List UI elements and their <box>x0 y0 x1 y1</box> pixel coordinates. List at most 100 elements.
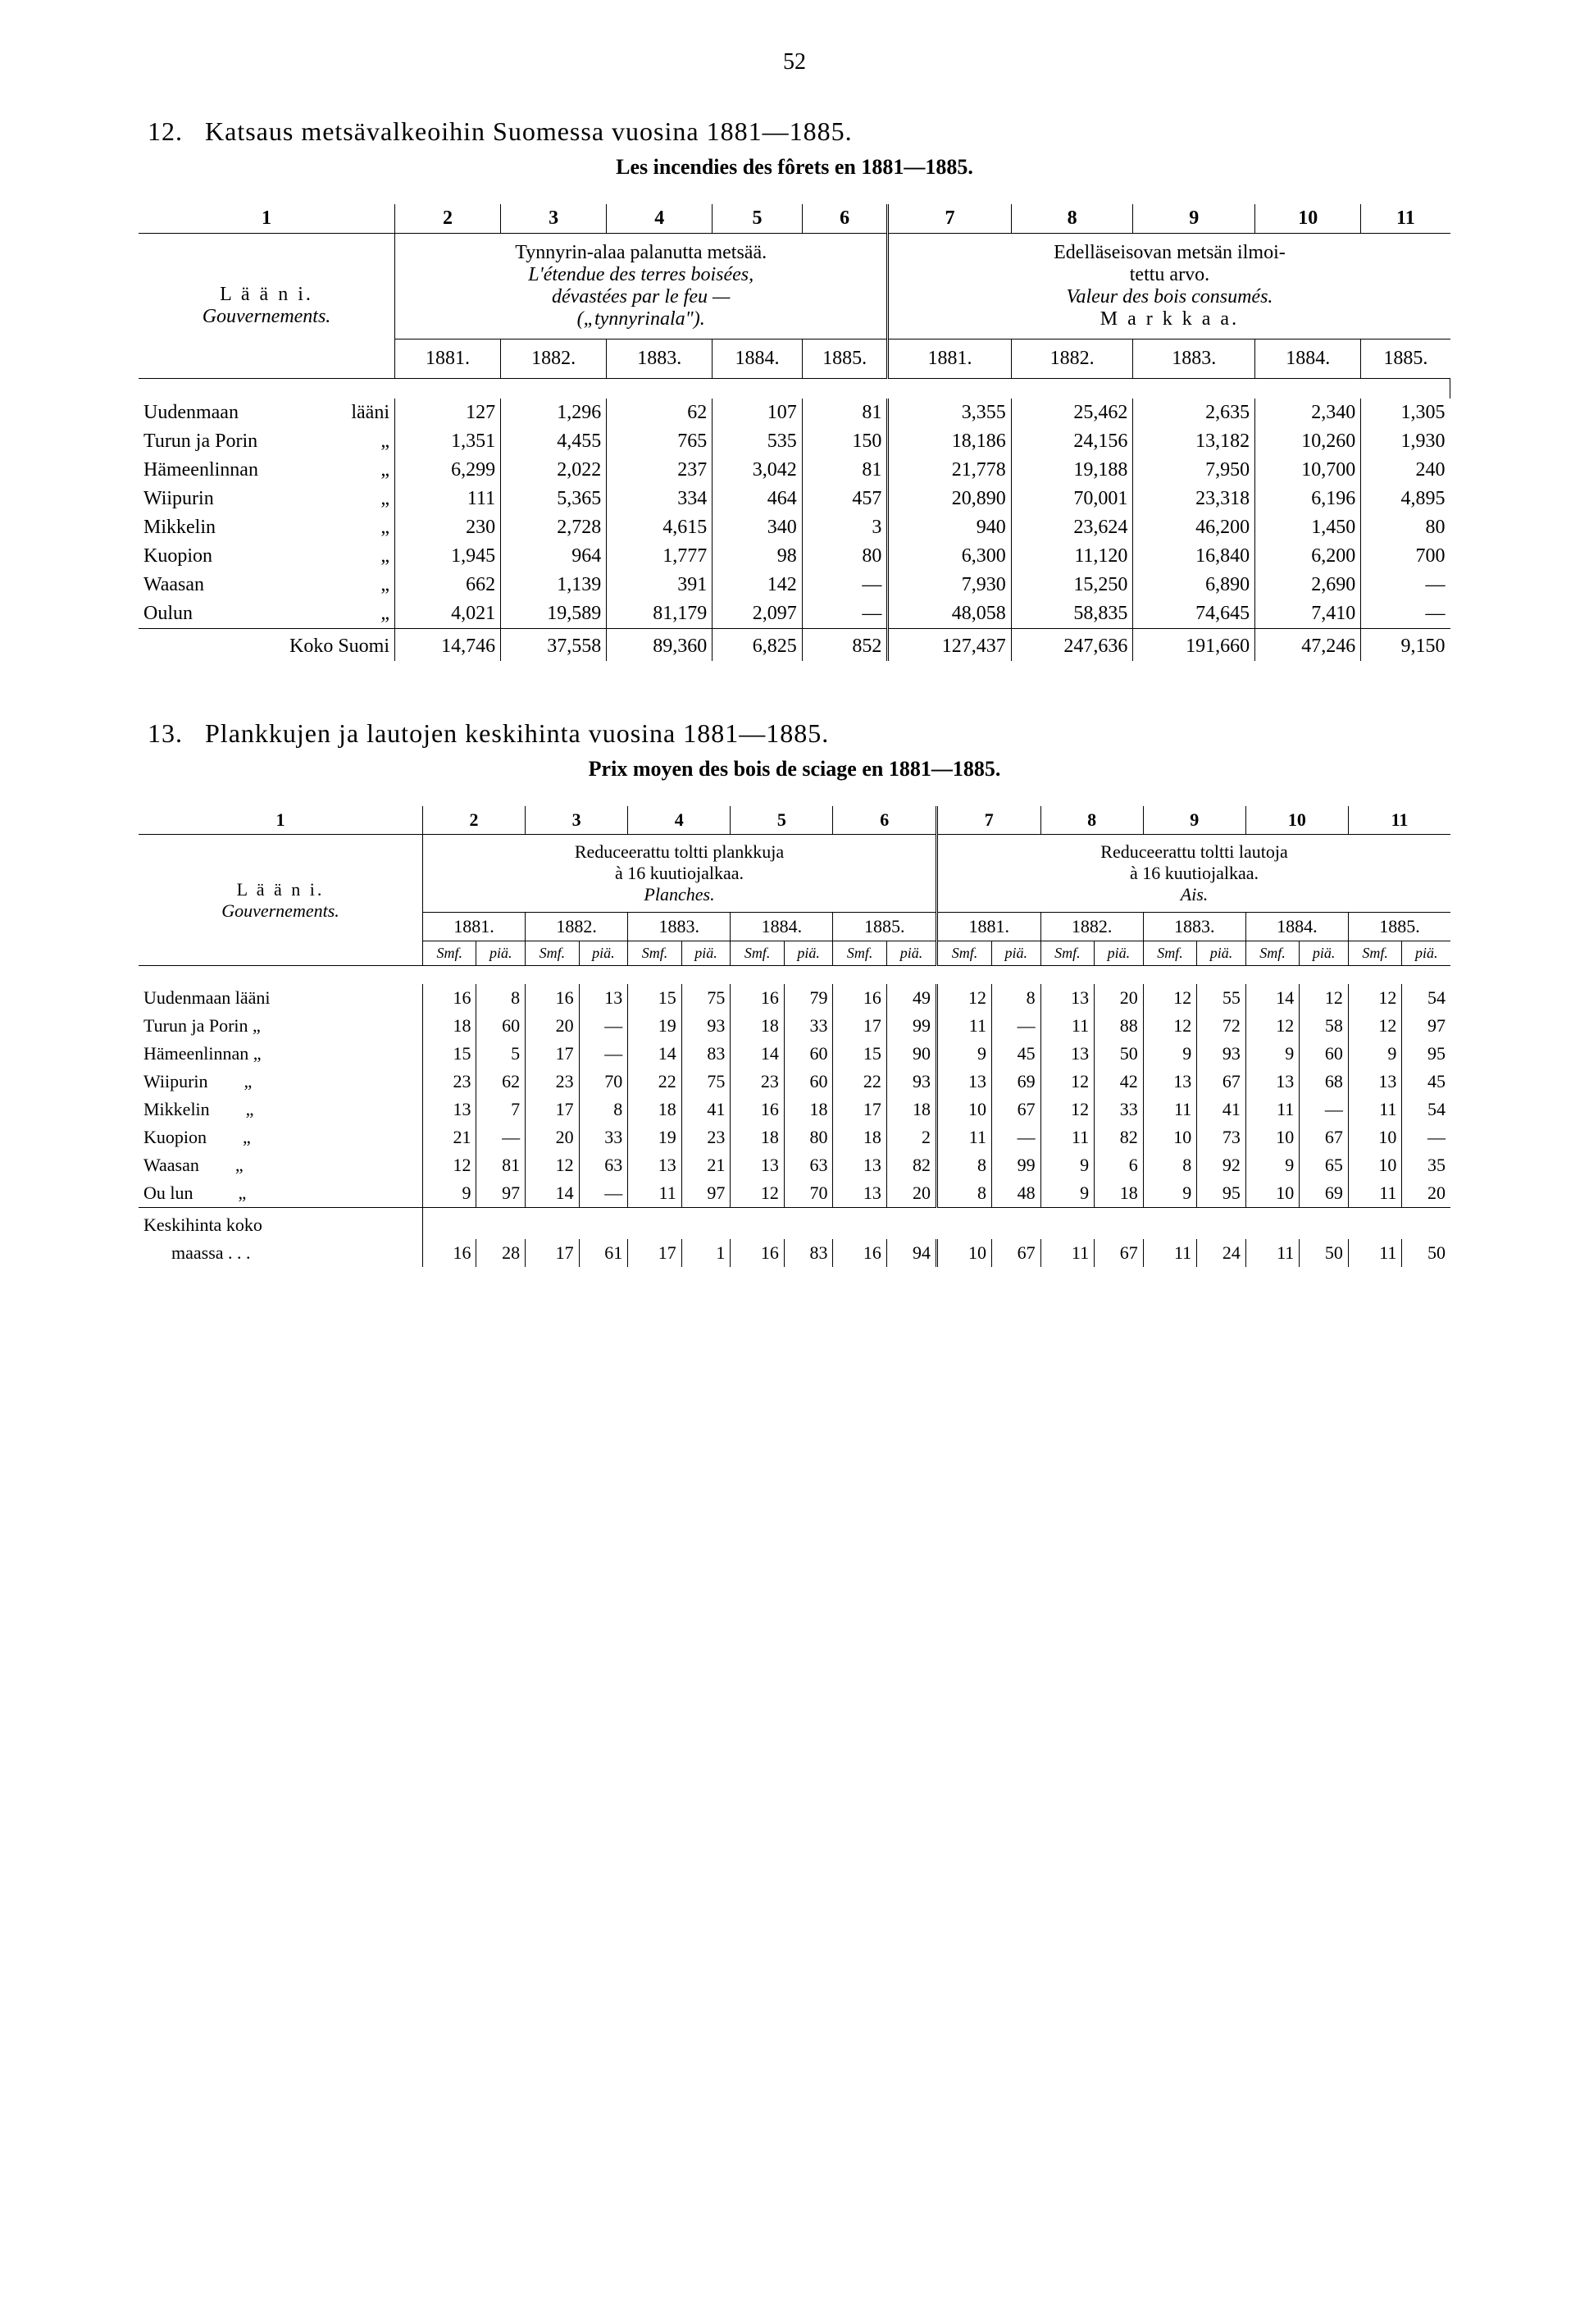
t12-group1-fi: Tynnyrin-alaa palanutta metsää. <box>398 242 883 264</box>
data-cell: 13 <box>579 984 628 1012</box>
unit-header-b: piä. <box>681 941 731 966</box>
data-cell: 75 <box>681 984 731 1012</box>
data-cell: 1,777 <box>607 542 713 571</box>
unit-header-a: Smf. <box>1245 941 1299 966</box>
data-cell: 88 <box>1095 1012 1144 1040</box>
t12-colnum: 4 <box>607 204 713 234</box>
data-cell: 82 <box>886 1151 936 1179</box>
data-cell: — <box>1361 571 1450 599</box>
data-cell: 4,021 <box>395 599 501 629</box>
data-cell: 12 <box>1143 1012 1196 1040</box>
data-cell: 18 <box>833 1123 886 1151</box>
data-cell: 11 <box>1040 1012 1094 1040</box>
table-row: Hämeenlinnan„6,2992,0222373,0428121,7781… <box>139 456 1450 485</box>
section-13-title: 13. Plankkujen ja lautojen keskihinta vu… <box>148 718 1523 749</box>
data-cell: 12 <box>1245 1012 1299 1040</box>
data-cell: 60 <box>476 1012 526 1040</box>
t13-total-cell: 1 <box>681 1239 731 1267</box>
t13-total-label-1: Keskihinta koko <box>139 1208 423 1240</box>
data-cell: 8 <box>476 984 526 1012</box>
data-cell: 33 <box>784 1012 833 1040</box>
data-cell: 12 <box>1348 1012 1401 1040</box>
data-cell: 13 <box>1040 984 1094 1012</box>
unit-header-a: Smf. <box>526 941 579 966</box>
row-label: Waasan„ <box>139 571 395 599</box>
data-cell: 35 <box>1402 1151 1450 1179</box>
data-cell: 230 <box>395 513 501 542</box>
data-cell: 25,462 <box>1011 399 1133 427</box>
t12-group2-header: Edelläseisovan metsän ilmoi- tettu arvo.… <box>888 234 1450 339</box>
data-cell: 13 <box>1040 1040 1094 1068</box>
data-cell: 10,260 <box>1255 427 1361 456</box>
data-cell: 79 <box>784 984 833 1012</box>
data-cell: 3,042 <box>713 456 802 485</box>
data-cell: 10 <box>1245 1123 1299 1151</box>
data-cell: 2,690 <box>1255 571 1361 599</box>
data-cell: 82 <box>1095 1123 1144 1151</box>
data-cell: — <box>579 1040 628 1068</box>
data-cell: 6 <box>1095 1151 1144 1179</box>
row-label: Turun ja Porin„ <box>139 427 395 456</box>
table-row: Mikkelin „137178184116181718106712331141… <box>139 1096 1450 1123</box>
data-cell: 54 <box>1402 1096 1450 1123</box>
t12-group2-fr: Valeur des bois consumés. <box>892 286 1446 308</box>
data-cell: 1,450 <box>1255 513 1361 542</box>
data-cell: 3,355 <box>888 399 1011 427</box>
t12-total-row: Koko Suomi 14,746 37,558 89,360 6,825 85… <box>139 629 1450 662</box>
data-cell: 8 <box>937 1179 992 1208</box>
data-cell: 69 <box>1300 1179 1349 1208</box>
table-13: 1 2 3 4 5 6 7 8 9 10 11 L ä ä n i. Gouve… <box>139 806 1450 1267</box>
t12-year: 1885. <box>1361 339 1450 379</box>
t13-total-cell: 16 <box>833 1239 886 1267</box>
t12-colnum: 10 <box>1255 204 1361 234</box>
data-cell: 80 <box>802 542 888 571</box>
t13-year: 1883. <box>1143 913 1245 941</box>
data-cell: 6,890 <box>1133 571 1255 599</box>
data-cell: 65 <box>1300 1151 1349 1179</box>
data-cell: 1,305 <box>1361 399 1450 427</box>
data-cell: 2,728 <box>501 513 607 542</box>
data-cell: 63 <box>579 1151 628 1179</box>
data-cell: 23 <box>526 1068 579 1096</box>
data-cell: 70 <box>784 1179 833 1208</box>
data-cell: 58 <box>1300 1012 1349 1040</box>
t12-row-header: L ä ä n i. Gouvernements. <box>139 234 395 379</box>
data-cell: 1,296 <box>501 399 607 427</box>
data-cell: 13 <box>1245 1068 1299 1096</box>
data-cell: 50 <box>1095 1040 1144 1068</box>
data-cell: 12 <box>1040 1096 1094 1123</box>
data-cell: 111 <box>395 485 501 513</box>
data-cell: 13 <box>1348 1068 1401 1096</box>
data-cell: 7 <box>476 1096 526 1123</box>
data-cell: 4,615 <box>607 513 713 542</box>
data-cell: 1,139 <box>501 571 607 599</box>
row-label: Waasan „ <box>139 1151 423 1179</box>
data-cell: 7,930 <box>888 571 1011 599</box>
t12-row-header-fi: L ä ä n i. <box>142 284 391 306</box>
data-cell: 11 <box>1143 1096 1196 1123</box>
table-row: Waasan„6621,139391142—7,93015,2506,8902,… <box>139 571 1450 599</box>
data-cell: 68 <box>1300 1068 1349 1096</box>
t12-colnum: 3 <box>501 204 607 234</box>
data-cell: — <box>1361 599 1450 629</box>
table-row: Kuopion„1,9459641,77798806,30011,12016,8… <box>139 542 1450 571</box>
data-cell: 16 <box>423 984 476 1012</box>
data-cell: 62 <box>607 399 713 427</box>
data-cell: 1,351 <box>395 427 501 456</box>
data-cell: 62 <box>476 1068 526 1096</box>
t13-year: 1884. <box>1245 913 1348 941</box>
data-cell: 457 <box>802 485 888 513</box>
t13-colnum: 4 <box>628 806 731 835</box>
t12-colnum-1: 1 <box>139 204 395 234</box>
t13-colnum: 3 <box>526 806 628 835</box>
unit-header-b: piä. <box>991 941 1040 966</box>
data-cell: 11 <box>1348 1179 1401 1208</box>
table-row: Uudenmaanlääni1271,29662107813,35525,462… <box>139 399 1450 427</box>
data-cell: 12 <box>1348 984 1401 1012</box>
unit-header-b: piä. <box>886 941 936 966</box>
t13-group1-l3: Planches. <box>425 884 934 905</box>
t13-total-cell: 11 <box>1143 1239 1196 1267</box>
unit-header-a: Smf. <box>833 941 886 966</box>
data-cell: 55 <box>1197 984 1246 1012</box>
data-cell: 20,890 <box>888 485 1011 513</box>
